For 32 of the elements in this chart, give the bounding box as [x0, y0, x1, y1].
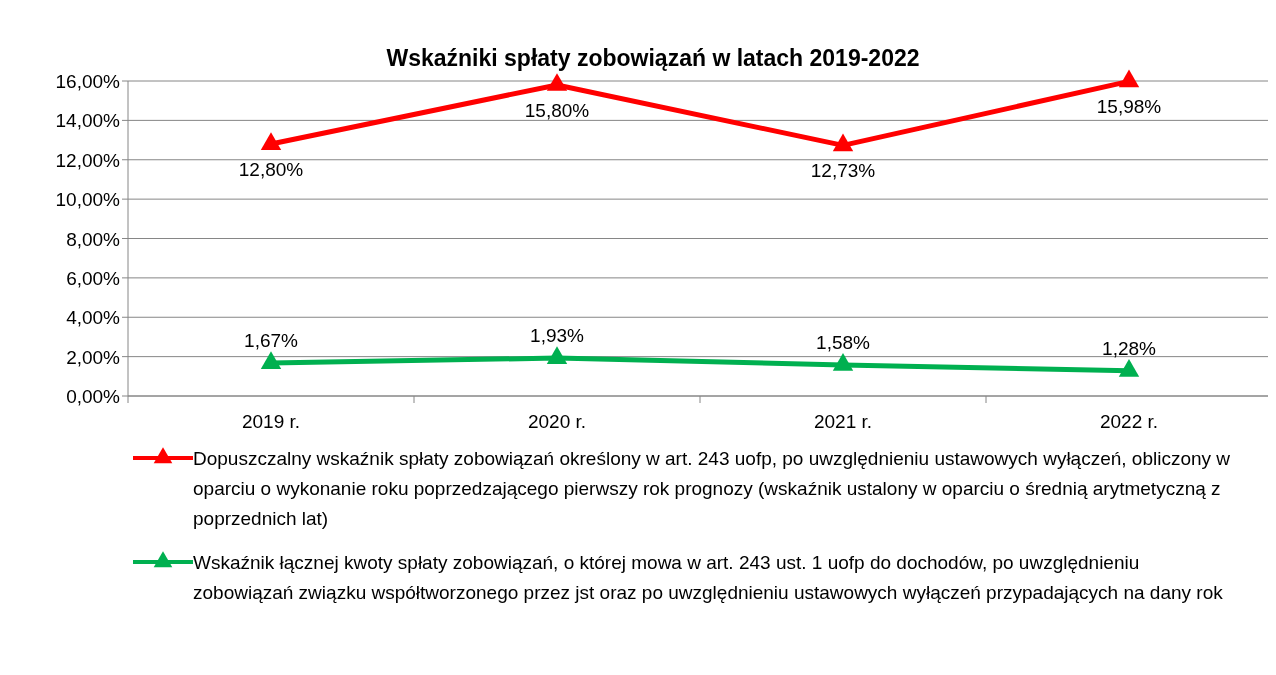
legend-label: Wskaźnik łącznej kwoty spłaty zobowiązań, o której mowa w art. 243 ust. 1 uofp do dochodów, po uwzględnieniu zobowiązań związku współtworzonego przez jst oraz po uwzględnieniu ustawowych wyłączeń przypadających na dany rok — [193, 552, 1224, 603]
x-tick-label: 2021 r. — [813, 411, 873, 432]
data-label: 1,58% — [816, 331, 871, 353]
data-label: 1,28% — [1102, 337, 1157, 359]
chart-title: Wskaźniki spłaty zobowiązań w latach 2019-2022 — [386, 45, 920, 71]
y-tick-label: 2,00% — [66, 346, 121, 368]
point — [546, 73, 568, 91]
point — [1118, 359, 1140, 377]
y-tick-label: 0,00% — [66, 386, 121, 407]
y-tick-label: 6,00% — [66, 267, 121, 289]
y-tick-label: 12,00% — [55, 149, 121, 171]
data-label: 15,98% — [1096, 96, 1162, 118]
y-tick-label: 4,00% — [66, 307, 121, 329]
x-tick-label: 2019 r. — [241, 411, 301, 432]
point — [832, 353, 854, 371]
point — [546, 346, 568, 364]
data-label: 12,80% — [238, 159, 304, 180]
y-tick-label: 14,00% — [55, 110, 121, 132]
x-tick-label: 2020 r. — [527, 411, 587, 432]
y-tick-label: 8,00% — [66, 228, 121, 250]
x-tick-label: 2022 r. — [1099, 411, 1159, 432]
data-label: 1,93% — [530, 325, 585, 346]
point — [260, 351, 282, 370]
y-tick-label: 16,00% — [55, 71, 121, 92]
data-label: 15,80% — [524, 99, 590, 121]
point — [1118, 69, 1140, 88]
y-tick-label: 10,00% — [55, 189, 121, 211]
data-label: 1,67% — [244, 330, 299, 352]
data-label: 12,73% — [810, 160, 876, 182]
point — [260, 132, 282, 150]
legend-label: Dopuszczalny wskaźnik spłaty zobowiązań określony w art. 243 uofp, po uwzględnieniu ustawowych wyłączeń, obliczony w oparciu o wykonanie roku poprzedzającego pierwszy rok prognozy (wskaźnik ustalony w oparciu o średnią arytmetyczną z poprzednich lat) — [193, 448, 1231, 529]
point — [832, 133, 854, 152]
